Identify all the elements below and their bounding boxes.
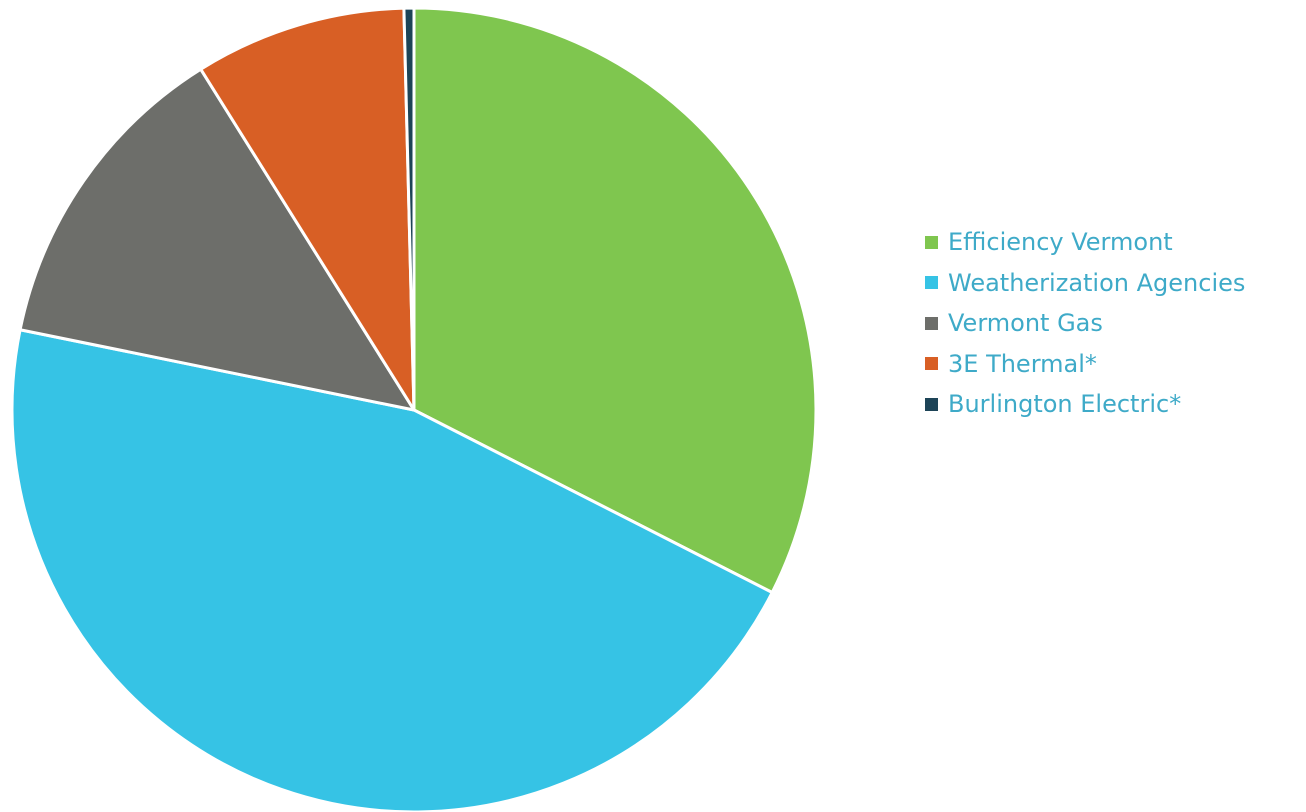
- legend-swatch: [925, 235, 938, 249]
- pie-slice-vermont-gas: [18, 67, 416, 412]
- legend-label: Weatherization Agencies: [948, 268, 1246, 297]
- legend-item-weatherization-agencies: Weatherization Agencies: [925, 263, 1245, 304]
- pie-plot-area: [10, 6, 818, 812]
- pie-slice-weatherization-agencies: [10, 328, 774, 812]
- legend-label: Burlington Electric*: [948, 390, 1182, 419]
- legend-item-vermont-gas: Vermont Gas: [925, 303, 1245, 344]
- legend-swatch: [925, 276, 938, 290]
- pie-slice-burlington-electric: [402, 6, 416, 412]
- legend-label: Vermont Gas: [948, 309, 1103, 338]
- legend-label: 3E Thermal*: [948, 349, 1097, 378]
- legend-item-burlington-electric: Burlington Electric*: [925, 384, 1245, 425]
- legend-item-efficiency-vermont: Efficiency Vermont: [925, 222, 1245, 263]
- legend-swatch: [925, 357, 938, 371]
- legend-swatch: [925, 397, 938, 411]
- legend-item-3e-thermal: 3E Thermal*: [925, 344, 1245, 385]
- pie-slice-efficiency-vermont: [412, 6, 818, 594]
- legend-label: Efficiency Vermont: [948, 228, 1173, 257]
- pie-slice-3e-thermal: [199, 6, 416, 412]
- legend: Efficiency Vermont Weatherization Agencie…: [925, 222, 1245, 425]
- pie-slices: [10, 6, 818, 812]
- legend-swatch: [925, 316, 938, 330]
